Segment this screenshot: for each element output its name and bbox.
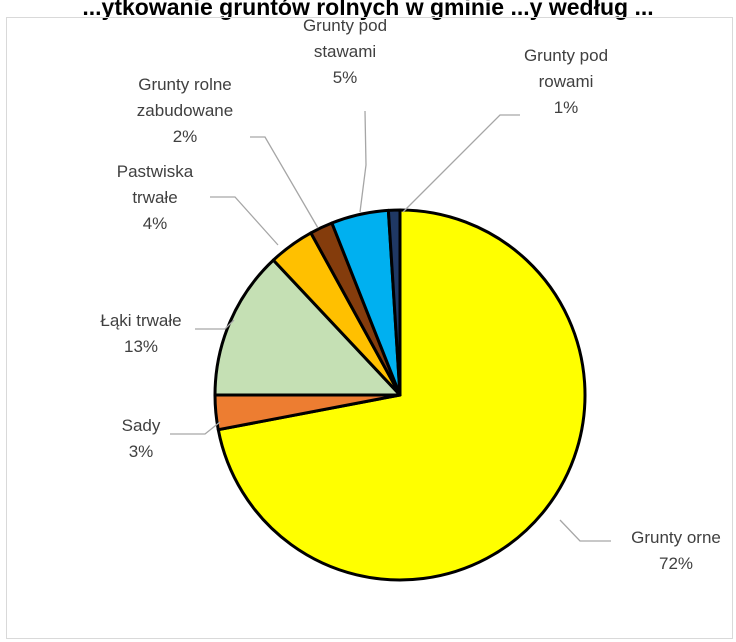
data-label-line: Sady bbox=[122, 416, 161, 435]
data-label-line: Łąki trwałe bbox=[100, 311, 181, 330]
leader-line bbox=[559, 519, 611, 542]
data-label-line: stawami bbox=[314, 42, 376, 61]
data-label: Grunty pod stawami 5% bbox=[303, 16, 387, 87]
data-label-line: zabudowane bbox=[137, 101, 233, 120]
chart-frame bbox=[6, 17, 733, 639]
data-label-line: Grunty rolne bbox=[138, 75, 232, 94]
data-label-line: Grunty pod bbox=[524, 46, 608, 65]
pie-slice bbox=[216, 208, 587, 582]
data-label-line: 72% bbox=[659, 554, 693, 573]
data-label-line: Pastwiska bbox=[117, 162, 194, 181]
data-label: Grunty pod rowami 1% bbox=[524, 46, 608, 117]
leader-line bbox=[250, 136, 319, 229]
data-label-line: 2% bbox=[173, 127, 198, 146]
pie-slice bbox=[386, 208, 402, 397]
leader-line bbox=[359, 110, 367, 213]
data-label-line: 4% bbox=[143, 214, 168, 233]
leader-line bbox=[195, 319, 235, 330]
data-label-line: Grunty orne bbox=[631, 528, 721, 547]
data-label-line: 13% bbox=[124, 337, 158, 356]
data-label-line: 1% bbox=[554, 98, 579, 117]
leader-line bbox=[170, 421, 221, 435]
data-label: Grunty orne 72% bbox=[631, 528, 721, 573]
data-label-line: 3% bbox=[129, 442, 154, 461]
data-label: Grunty rolne zabudowane 2% bbox=[137, 75, 233, 146]
chart-title: ...ytkowanie gruntów rolnych w gminie ..… bbox=[82, 0, 654, 20]
data-label-line: 5% bbox=[333, 68, 358, 87]
pie-slice bbox=[213, 258, 402, 397]
data-label: Pastwiska trwałe 4% bbox=[117, 162, 194, 233]
data-label: Sady 3% bbox=[122, 416, 161, 461]
data-label-line: Grunty pod bbox=[303, 16, 387, 35]
leader-line bbox=[210, 196, 279, 246]
leader-line bbox=[402, 114, 520, 213]
data-label-line: trwałe bbox=[132, 188, 177, 207]
data-label: Łąki trwałe 13% bbox=[100, 311, 181, 356]
data-label-line: rowami bbox=[539, 72, 594, 91]
